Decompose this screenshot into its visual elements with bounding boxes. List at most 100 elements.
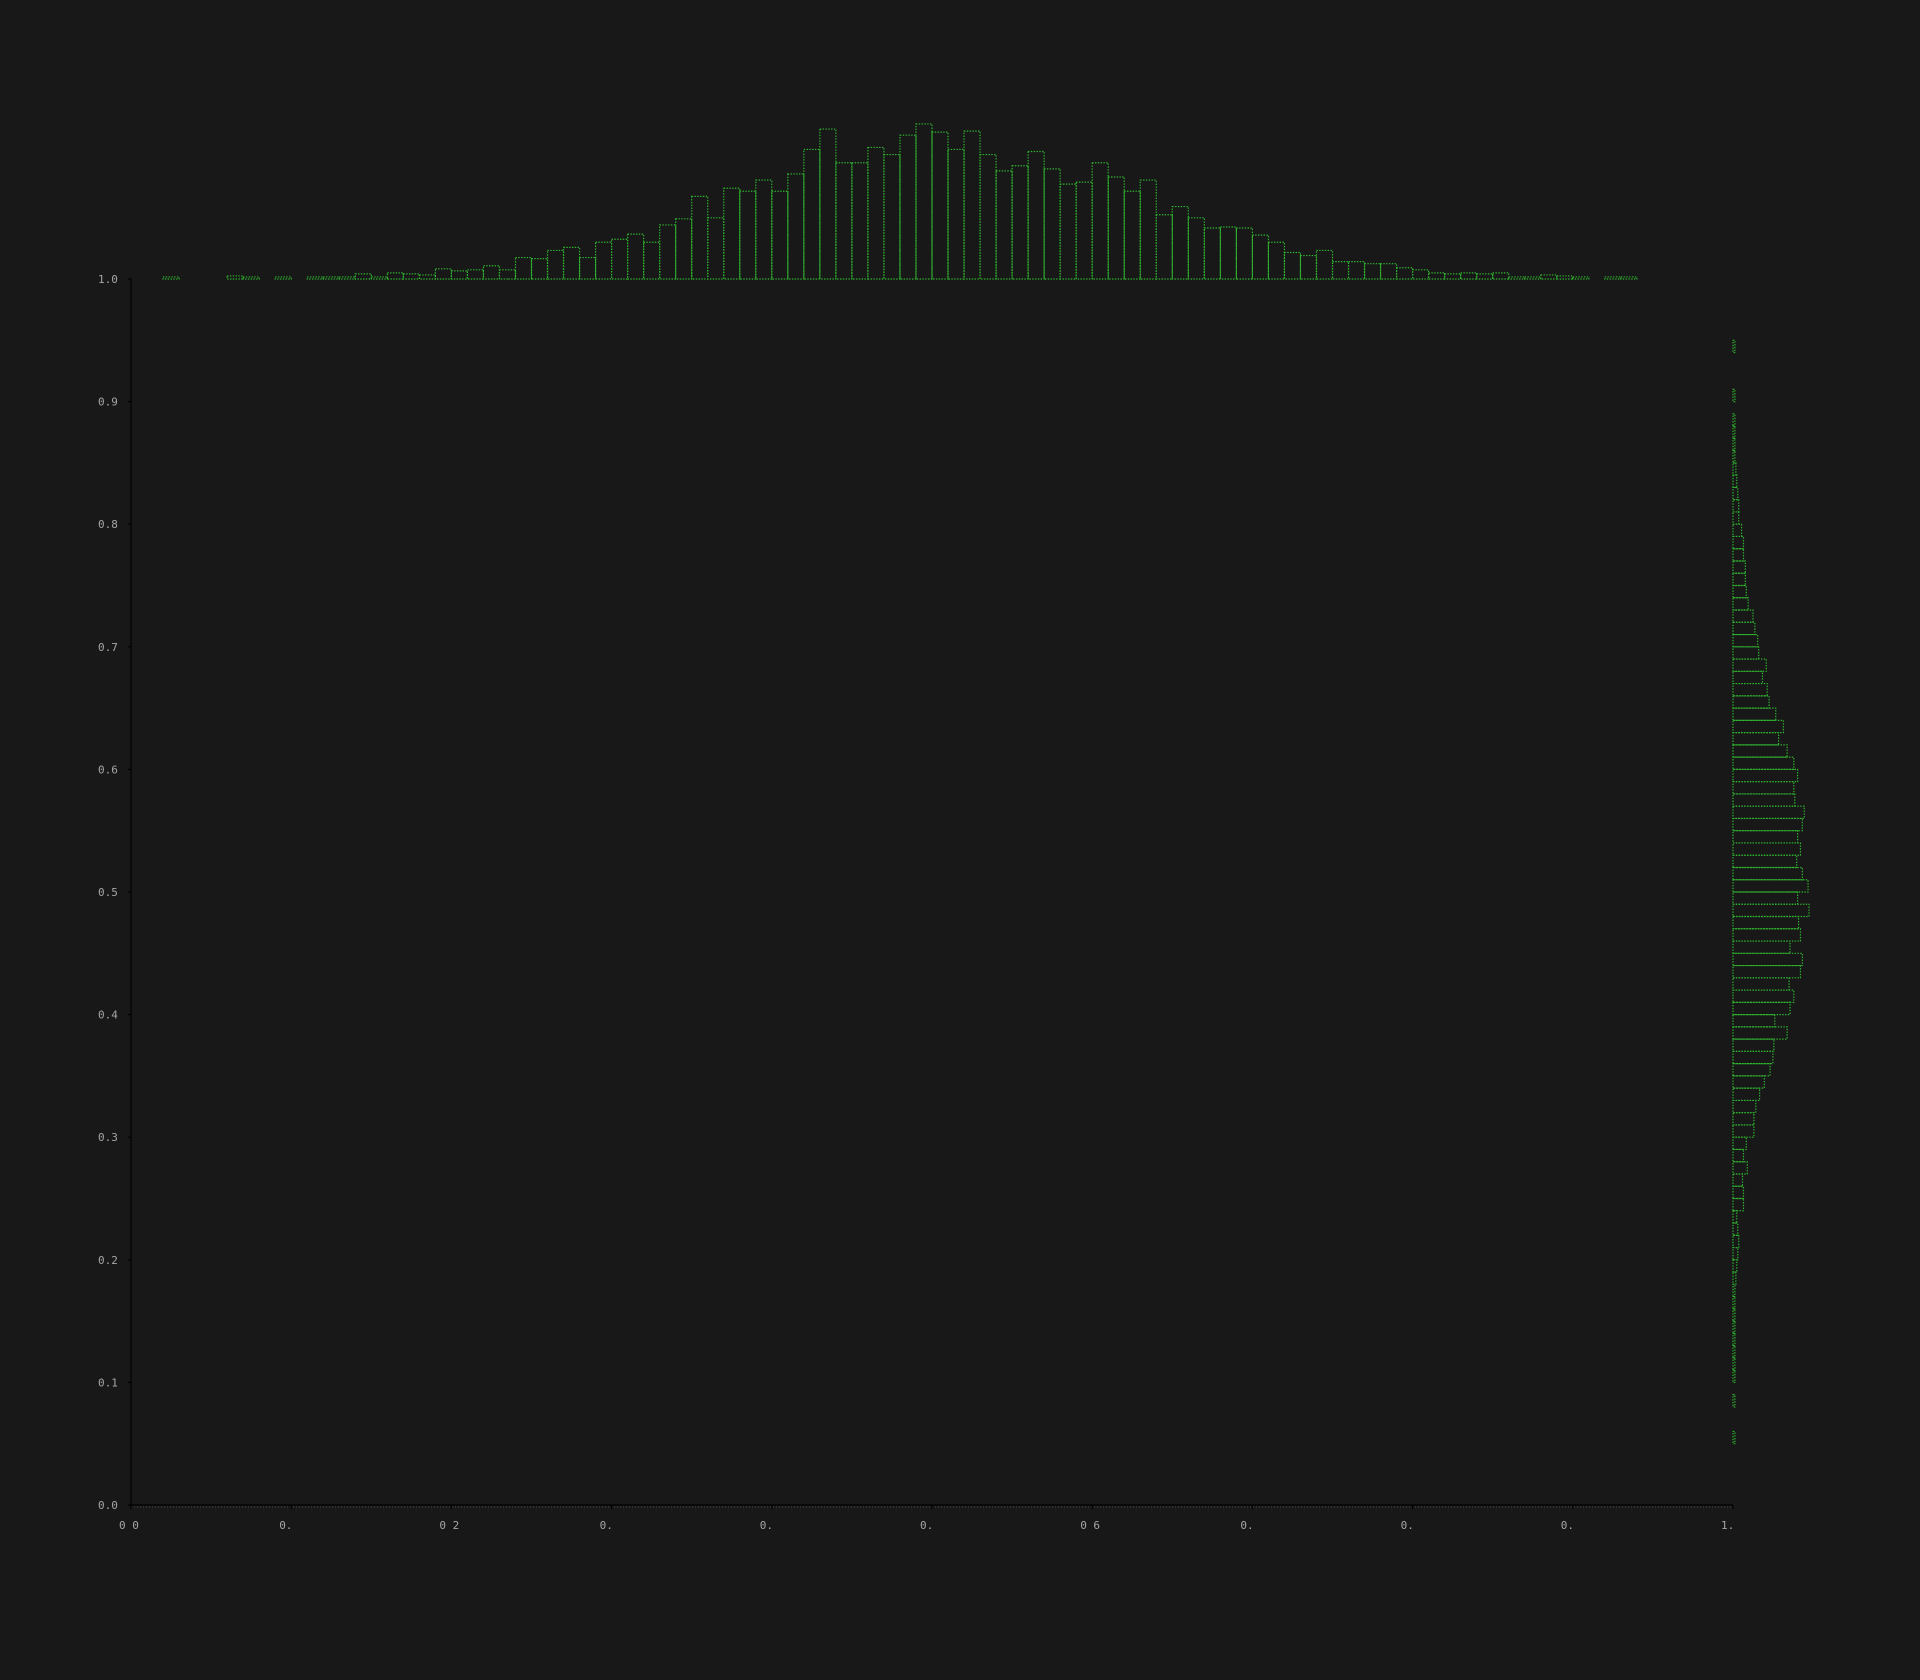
right-histogram-bar <box>1732 1197 1745 1212</box>
top-histogram-bar <box>979 153 997 280</box>
top-histogram-bar <box>707 217 725 280</box>
right-histogram-bar <box>1732 584 1747 599</box>
right-histogram-bar <box>1732 474 1738 489</box>
top-histogram-bar <box>883 153 901 280</box>
top-histogram-bar <box>562 246 581 280</box>
right-histogram-bar <box>1732 388 1736 403</box>
right-histogram-bar <box>1732 633 1759 648</box>
x-tick-label: 0. <box>760 1519 773 1532</box>
top-histogram-bar <box>514 256 533 280</box>
tick-labels: 0.0 0.1 0.2 0.3 0.4 0.5 0.6 0.7 0.8 0.9 1.0 0 0 0. 0 … <box>98 273 1734 1532</box>
right-histogram-bar <box>1732 1063 1771 1077</box>
x-tick-label: 0 6 <box>1080 1519 1100 1532</box>
right-histogram-bar <box>1732 1112 1755 1126</box>
top-histogram-bar <box>1091 162 1109 280</box>
top-histogram-bar <box>306 276 324 280</box>
y-tick-label: 0.3 <box>98 1131 118 1144</box>
x-tick-label: 0. <box>279 1519 292 1532</box>
top-histogram-bar <box>1107 176 1125 280</box>
top-histogram-bar <box>466 269 485 280</box>
y-tick-label: 0.2 <box>98 1254 118 1267</box>
top-histogram-bar <box>322 276 340 280</box>
top-histogram-bar <box>434 268 453 280</box>
top-histogram-bar <box>242 276 260 280</box>
top-histogram-bar <box>578 256 597 280</box>
right-histogram-bar <box>1732 1394 1736 1408</box>
top-histogram-bar <box>498 269 517 280</box>
right-histogram-bar <box>1732 903 1810 918</box>
top-histogram-bar <box>1476 273 1494 280</box>
top-histogram-bar <box>915 123 933 280</box>
y-tick-label: 1.0 <box>98 273 118 286</box>
x-tick-label: 0. <box>1561 1519 1574 1532</box>
top-histogram-bar <box>1444 273 1462 280</box>
y-tick-label: 0.6 <box>98 763 118 776</box>
top-histogram-bar <box>1027 150 1045 280</box>
right-histogram-bar <box>1732 1210 1738 1224</box>
top-histogram-bar <box>835 162 853 280</box>
top-histogram-bar <box>1508 276 1526 280</box>
top-histogram-bar <box>1604 276 1622 280</box>
right-histogram-bar <box>1732 1148 1745 1163</box>
top-histogram-bar <box>1187 217 1205 280</box>
top-histogram-bar <box>1219 226 1237 280</box>
right-histogram-bar <box>1732 1075 1765 1089</box>
top-histogram-bar <box>1363 263 1382 280</box>
y-tick-label: 0.9 <box>98 396 118 409</box>
right-histogram-bar <box>1732 670 1764 685</box>
top-histogram-bar <box>1155 214 1173 280</box>
right-histogram-bar <box>1732 1013 1776 1028</box>
right-histogram-bar <box>1732 609 1754 623</box>
top-histogram-bar <box>1011 165 1029 280</box>
top-histogram-bar <box>1043 168 1061 280</box>
right-histogram-bar <box>1732 915 1800 930</box>
right-histogram-bar <box>1732 1136 1747 1151</box>
right-histogram-bar <box>1732 817 1803 832</box>
right-histogram-bar <box>1732 1038 1775 1052</box>
top-histogram-bar <box>402 273 420 280</box>
top-histogram-bar <box>274 276 292 280</box>
y-tick-label: 0.0 <box>98 1499 118 1512</box>
right-histogram-bar <box>1732 707 1777 721</box>
y-tick-label: 0.1 <box>98 1376 118 1389</box>
top-histogram-bar <box>659 224 677 280</box>
top-histogram-bar <box>675 218 693 280</box>
right-histogram-bar <box>1732 1161 1748 1175</box>
x-tick-label: 0. <box>1240 1519 1253 1532</box>
x-tick-label: 0. <box>1401 1519 1414 1532</box>
y-tick-label: 0.4 <box>98 1009 118 1022</box>
right-histogram-bar <box>1732 952 1803 967</box>
right-marginal-histogram <box>1732 339 1810 1445</box>
right-histogram-bar <box>1732 339 1736 354</box>
right-histogram-bar <box>1732 413 1736 427</box>
y-tick-label: 0.5 <box>98 886 118 899</box>
right-histogram-bar <box>1732 964 1802 979</box>
right-histogram-bar <box>1732 977 1790 991</box>
top-histogram-bar <box>418 274 436 280</box>
y-tick-label: 0.8 <box>98 518 118 531</box>
top-histogram-bar <box>1395 267 1414 280</box>
right-histogram-bar <box>1732 548 1745 562</box>
right-histogram-bar <box>1732 523 1743 538</box>
right-histogram-bar <box>1732 597 1749 611</box>
right-histogram-bar <box>1732 1430 1736 1445</box>
top-histogram-bar <box>723 187 741 280</box>
top-histogram-bar <box>1299 254 1318 280</box>
right-histogram-bar <box>1732 1173 1744 1187</box>
right-histogram-bar <box>1732 768 1799 783</box>
right-histogram-bar <box>1732 535 1745 550</box>
top-histogram-bar <box>1283 251 1302 280</box>
x-tick-label: 0. <box>600 1519 613 1532</box>
right-histogram-bar <box>1732 646 1760 660</box>
right-histogram-bar <box>1732 744 1788 758</box>
top-histogram-bar <box>354 273 372 280</box>
right-histogram-bar <box>1732 1001 1791 1016</box>
right-histogram-bar <box>1732 499 1740 513</box>
right-histogram-bar <box>1732 1259 1738 1273</box>
x-tick-label: 1. <box>1721 1519 1734 1532</box>
right-histogram-bar <box>1732 1026 1788 1040</box>
right-histogram-bar <box>1732 462 1737 476</box>
right-histogram-bar <box>1732 1185 1745 1200</box>
